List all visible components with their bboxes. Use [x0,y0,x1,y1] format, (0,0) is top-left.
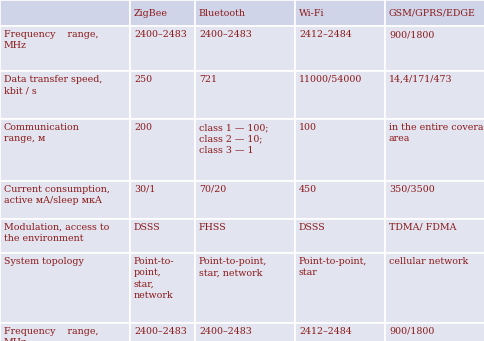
Text: Frequency    range,
MHz: Frequency range, MHz [4,327,98,341]
Bar [195,219,294,253]
Bar [195,119,294,181]
Bar [0,323,130,341]
Bar [294,219,384,253]
Bar [195,71,294,119]
Text: 100: 100 [298,123,317,132]
Bar [0,181,130,219]
Text: Point-to-
point,
star,
network: Point-to- point, star, network [134,257,174,300]
Text: 900/1800: 900/1800 [388,30,434,39]
Text: GSM/GPRS/EDGE: GSM/GPRS/EDGE [388,9,475,17]
Text: 30/1: 30/1 [134,185,155,194]
Bar [0,253,130,323]
Bar [130,181,195,219]
Bar [130,253,195,323]
Bar [294,323,384,341]
Bar [294,71,384,119]
Bar [0,26,130,71]
Text: Modulation, access to
the environment: Modulation, access to the environment [4,223,109,243]
Text: in the entire coverage
area: in the entire coverage area [388,123,484,144]
Text: Frequency    range,
MHz: Frequency range, MHz [4,30,98,50]
Bar [195,323,294,341]
Bar [294,181,384,219]
Text: 70/20: 70/20 [198,185,226,194]
Bar [130,26,195,71]
Text: 2412–2484: 2412–2484 [298,30,351,39]
Bar [130,0,195,26]
Bar [130,119,195,181]
Bar [384,0,484,26]
Text: 250: 250 [134,75,152,84]
Text: 2400–2483: 2400–2483 [198,30,251,39]
Bar [195,181,294,219]
Text: Bluetooth: Bluetooth [198,9,245,17]
Text: DSSS: DSSS [298,223,325,232]
Text: 200: 200 [134,123,151,132]
Text: 14,4/171/473: 14,4/171/473 [388,75,452,84]
Bar [130,219,195,253]
Text: Current consumption,
active мA/sleep мкA: Current consumption, active мA/sleep мкA [4,185,110,205]
Bar [294,0,384,26]
Text: Point-to-point,
star: Point-to-point, star [298,257,366,278]
Text: Point-to-point,
star, network: Point-to-point, star, network [198,257,267,278]
Bar [294,119,384,181]
Text: FHSS: FHSS [198,223,227,232]
Text: Wi-Fi: Wi-Fi [298,9,324,17]
Bar [195,0,294,26]
Text: Communication
range, м: Communication range, м [4,123,80,144]
Text: Data transfer speed,
kbit / s: Data transfer speed, kbit / s [4,75,102,95]
Text: 2400–2483: 2400–2483 [134,30,186,39]
Bar [384,219,484,253]
Text: 2400–2483: 2400–2483 [198,327,251,336]
Bar [0,219,130,253]
Bar [0,119,130,181]
Bar [384,253,484,323]
Text: TDMA/ FDMA: TDMA/ FDMA [388,223,455,232]
Text: System topology: System topology [4,257,84,266]
Bar [294,26,384,71]
Text: ZigBee: ZigBee [134,9,167,17]
Text: 450: 450 [298,185,317,194]
Text: DSSS: DSSS [134,223,160,232]
Bar [130,71,195,119]
Text: 2400–2483: 2400–2483 [134,327,186,336]
Bar [195,26,294,71]
Bar [195,253,294,323]
Text: cellular network: cellular network [388,257,467,266]
Bar [130,323,195,341]
Bar [0,0,130,26]
Bar [384,26,484,71]
Text: 900/1800: 900/1800 [388,327,434,336]
Text: 350/3500: 350/3500 [388,185,434,194]
Bar [294,253,384,323]
Text: class 1 — 100;
class 2 — 10;
class 3 — 1: class 1 — 100; class 2 — 10; class 3 — 1 [198,123,268,155]
Bar [384,323,484,341]
Bar [384,71,484,119]
Text: 2412–2484: 2412–2484 [298,327,351,336]
Text: 11000/54000: 11000/54000 [298,75,362,84]
Bar [384,181,484,219]
Bar [0,71,130,119]
Bar [384,119,484,181]
Text: 721: 721 [198,75,216,84]
